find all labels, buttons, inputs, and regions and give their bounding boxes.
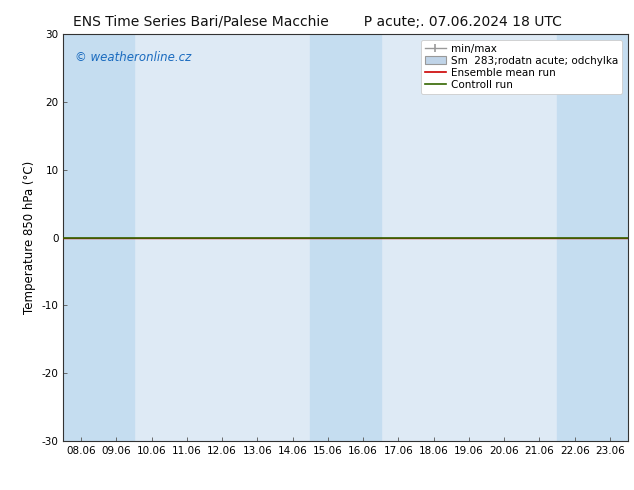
Bar (63, 34, 134, 441)
Text: ENS Time Series Bari/Palese Macchie        P acute;. 07.06.2024 18 UTC: ENS Time Series Bari/Palese Macchie P ac… (72, 15, 562, 29)
Text: © weatheronline.cz: © weatheronline.cz (75, 50, 191, 64)
Y-axis label: Temperature 850 hPa (°C): Temperature 850 hPa (°C) (23, 161, 36, 314)
Legend: min/max, Sm  283;rodatn acute; odchylka, Ensemble mean run, Controll run: min/max, Sm 283;rodatn acute; odchylka, … (421, 40, 623, 94)
Bar (310, 34, 381, 441)
Bar (557, 34, 628, 441)
